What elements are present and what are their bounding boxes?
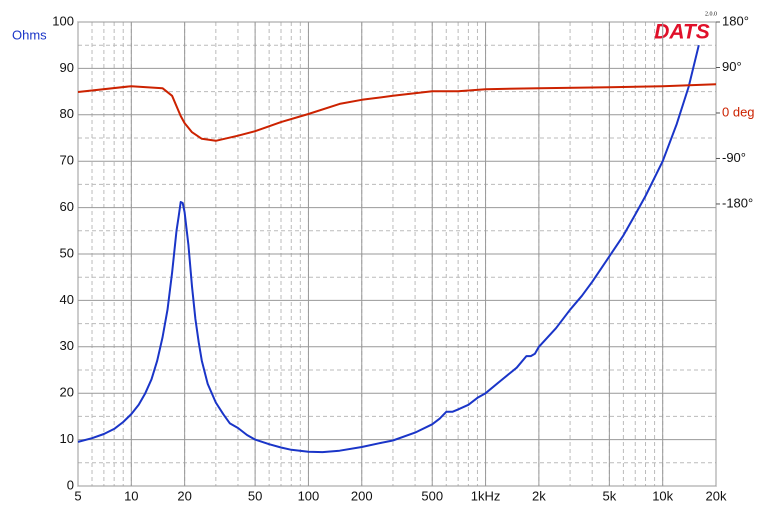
series-line [77, 83, 717, 142]
y2-tick-label: 0 deg [722, 104, 755, 119]
y-tick-label: 90 [60, 60, 74, 75]
y2-tick-label: -180° [722, 195, 753, 210]
x-tick-label: 20k [706, 488, 727, 503]
x-tick-label: 1kHz [471, 488, 501, 503]
y-axis-label: Ohms [12, 27, 47, 42]
y-tick-label: 70 [60, 153, 74, 168]
logo: DATS [654, 21, 710, 44]
x-tick-label: 200 [351, 488, 373, 503]
x-tick-label: 500 [421, 488, 443, 503]
x-tick-label: 2k [532, 488, 546, 503]
y-tick-label: 100 [52, 13, 74, 28]
x-tick-label: 10k [652, 488, 673, 503]
x-tick-label: 100 [298, 488, 320, 503]
x-tick-label: 20 [177, 488, 191, 503]
y-tick-label: 10 [60, 431, 74, 446]
y-tick-label: 30 [60, 338, 74, 353]
x-tick-label: 50 [248, 488, 262, 503]
x-tick-label: 10 [124, 488, 138, 503]
y-tick-label: 80 [60, 106, 74, 121]
x-tick-label: 5 [74, 488, 81, 503]
y2-tick-label: 90° [722, 59, 742, 74]
y-tick-label: 0 [67, 477, 74, 492]
y-tick-label: 20 [60, 385, 74, 400]
y-tick-label: 60 [60, 199, 74, 214]
y2-tick-label: 180° [722, 13, 749, 28]
version: 2.0.0 [705, 11, 717, 17]
series-line [77, 44, 700, 454]
y2-tick-label: -90° [722, 150, 746, 165]
x-tick-label: 5k [602, 488, 616, 503]
y-tick-label: 40 [60, 292, 74, 307]
y-tick-label: 50 [60, 245, 74, 260]
